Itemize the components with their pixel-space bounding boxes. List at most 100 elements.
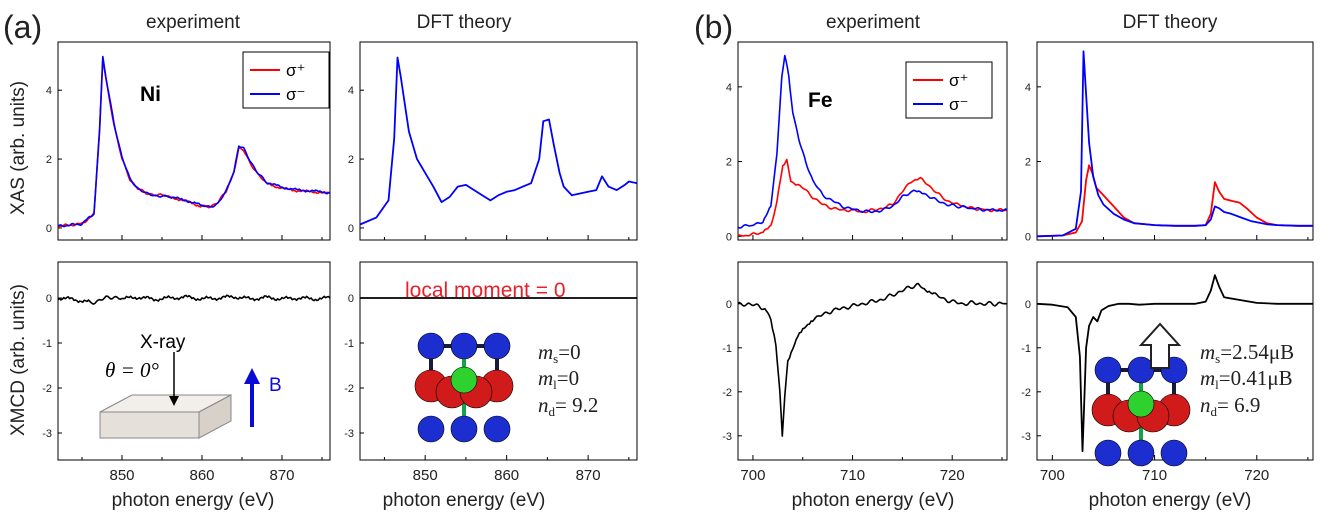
x-tick-label-fe_xmcd_dft: 720 <box>1244 467 1269 484</box>
x-axis-label-ni-dft: photon energy (eV) <box>383 490 546 511</box>
x-tick-label-fe_xmcd_dft: 710 <box>1142 467 1167 484</box>
data-lines <box>57 50 1313 453</box>
panel-frame-ni_xas_dft <box>359 41 638 241</box>
experiment-geometry-sketch: X-ray θ = 0° B <box>99 332 282 439</box>
legend-ni: σ⁺ σ⁻ <box>242 51 330 109</box>
y-tick-label-fe_xas_dft: 4 <box>1025 82 1031 94</box>
ni-spin-moment: ms=0 <box>538 340 581 366</box>
y-tick-label-ni_xmcd_dft: -2 <box>344 383 354 395</box>
y-tick-label-fe_xmcd_exp: -2 <box>722 387 732 399</box>
fe-open-arrow <box>1138 322 1182 369</box>
x-tick-label-fe_xmcd_exp: 700 <box>740 467 765 484</box>
x-tick-label-ni_xmcd_dft: 850 <box>413 467 438 484</box>
legend-fe-minus-label: σ⁻ <box>949 95 968 114</box>
panel-frame-ni_xmcd_exp <box>57 261 331 461</box>
theta-label: θ = 0° <box>105 358 159 382</box>
series-line-fe_xas_exp-0 <box>737 158 1008 237</box>
element-label-fe: Fe <box>808 89 833 112</box>
ni-crystal-structure <box>414 332 514 443</box>
panel-label-b: (b) <box>694 9 733 45</box>
y-tick-label-fe_xmcd_exp: 0 <box>726 299 732 311</box>
series-line-ni_xas_dft-0 <box>359 56 638 226</box>
y-tick-label-fe_xas_dft: 0 <box>1025 231 1031 243</box>
column-title-fe-experiment: experiment <box>826 12 921 33</box>
x-axis-label-fe-experiment: photon energy (eV) <box>792 490 955 511</box>
x-tick-label-fe_xmcd_dft: 700 <box>1040 467 1065 484</box>
x-axis-label-fe-dft: photon energy (eV) <box>1089 490 1252 511</box>
y-axis-label-xas: XAS (arb. units) <box>8 81 29 215</box>
fe-atom-atom <box>1127 356 1155 384</box>
y-tick-label-fe_xas_exp: 4 <box>726 82 732 94</box>
y-tick-label-fe_xmcd_exp: -3 <box>722 431 732 443</box>
y-tick-label-ni_xas_exp: 4 <box>46 85 52 97</box>
y-tick-label-fe_xas_dft: 2 <box>1025 157 1031 169</box>
x-tick-label-fe_xmcd_exp: 720 <box>940 467 965 484</box>
panel-frame-fe_xmcd_exp <box>737 261 1008 461</box>
ni-moment-values: ms=0 ml=0 nd= 9.2 <box>538 340 598 419</box>
fe-d-occupation: nd= 6.9 <box>1200 393 1260 419</box>
ni-orbital-moment: ml=0 <box>538 366 579 392</box>
y-tick-label-ni_xas_exp: 0 <box>46 223 52 235</box>
y-tick-label-fe_xmcd_dft: 0 <box>1025 299 1031 311</box>
local-moment-annotation: local moment = 0 <box>405 279 566 302</box>
legend-ni-box <box>242 51 330 109</box>
tick-labels: 0 2 4 0 2 4 0 -1 -2 -3 850 860 870 0 -1 -2 -3 850 860 870 0 2… <box>42 82 1269 484</box>
fe-atom-atom <box>1094 439 1122 467</box>
y-tick-label-ni_xmcd_exp: 0 <box>46 293 52 305</box>
series-line-ni_xas_exp-1 <box>57 55 331 228</box>
fe-spin-moment: ms=2.54μB <box>1200 340 1294 366</box>
y-tick-label-ni_xmcd_exp: -3 <box>42 428 52 440</box>
series-line-fe_xmcd_exp-0 <box>737 282 1008 437</box>
ni-atom-atom <box>450 332 478 360</box>
x-tick-label-fe_xmcd_exp: 710 <box>840 467 865 484</box>
column-title-fe-dft: DFT theory <box>1123 12 1218 33</box>
y-tick-label-fe_xas_exp: 2 <box>726 157 732 169</box>
y-tick-label-ni_xmcd_dft: -3 <box>344 428 354 440</box>
panel-frame-fe_xas_dft <box>1036 41 1314 241</box>
legend-fe-box <box>905 61 993 119</box>
x-tick-label-ni_xmcd_dft: 860 <box>494 467 519 484</box>
y-axis-label-xmcd: XMCD (arb. units) <box>8 284 29 436</box>
up-arrow-icon <box>1138 322 1182 369</box>
legend-fe-plus-label: σ⁺ <box>949 71 968 90</box>
y-tick-label-ni_xas_dft: 0 <box>348 223 354 235</box>
y-tick-label-fe_xas_exp: 0 <box>726 231 732 243</box>
fe-atom-atom <box>1127 439 1155 467</box>
x-tick-label-ni_xmcd_dft: 870 <box>576 467 601 484</box>
y-tick-label-fe_xmcd_exp: -1 <box>722 343 732 355</box>
y-tick-label-fe_xmcd_dft: -3 <box>1021 431 1031 443</box>
y-tick-label-ni_xas_dft: 2 <box>348 154 354 166</box>
legend-ni-minus-label: σ⁻ <box>286 85 305 104</box>
fe-atom-atom <box>1127 390 1155 418</box>
column-title-ni-dft: DFT theory <box>417 12 512 33</box>
fe-atom-atom <box>1160 439 1188 467</box>
y-tick-label-ni_xmcd_exp: -2 <box>42 383 52 395</box>
ni-atom-atom <box>417 415 445 443</box>
y-tick-label-ni_xas_dft: 4 <box>348 85 354 97</box>
xray-label: X-ray <box>140 332 186 353</box>
element-label-ni: Ni <box>140 83 161 106</box>
y-tick-label-fe_xmcd_dft: -2 <box>1021 387 1031 399</box>
y-tick-label-ni_xas_exp: 2 <box>46 154 52 166</box>
legend-fe: σ⁺ σ⁻ <box>905 61 993 119</box>
b-field-label: B <box>269 375 282 396</box>
y-tick-label-ni_xmcd_dft: -1 <box>344 338 354 350</box>
ni-d-occupation: nd= 9.2 <box>538 393 598 419</box>
panel-frame-ni_xmcd_dft <box>359 261 638 461</box>
series-line-fe_xmcd_dft-0 <box>1036 274 1313 453</box>
y-tick-label-ni_xmcd_dft: 0 <box>348 293 354 305</box>
sample-front-face <box>99 411 200 439</box>
x-tick-label-ni_xmcd_exp: 870 <box>269 467 294 484</box>
fe-orbital-moment: ml=0.41μB <box>1200 366 1293 392</box>
column-title-ni-experiment: experiment <box>146 12 241 33</box>
x-tick-label-ni_xmcd_exp: 860 <box>189 467 214 484</box>
ni-atom-atom <box>483 415 511 443</box>
ni-atom-atom <box>450 415 478 443</box>
y-tick-label-fe_xmcd_dft: -1 <box>1021 343 1031 355</box>
x-tick-label-ni_xmcd_exp: 850 <box>109 467 134 484</box>
panel-frames <box>57 41 1314 461</box>
b-field-arrowhead <box>244 368 260 384</box>
fe-moment-values: ms=2.54μB ml=0.41μB nd= 6.9 <box>1200 340 1294 419</box>
ni-atom-atom <box>450 366 478 394</box>
